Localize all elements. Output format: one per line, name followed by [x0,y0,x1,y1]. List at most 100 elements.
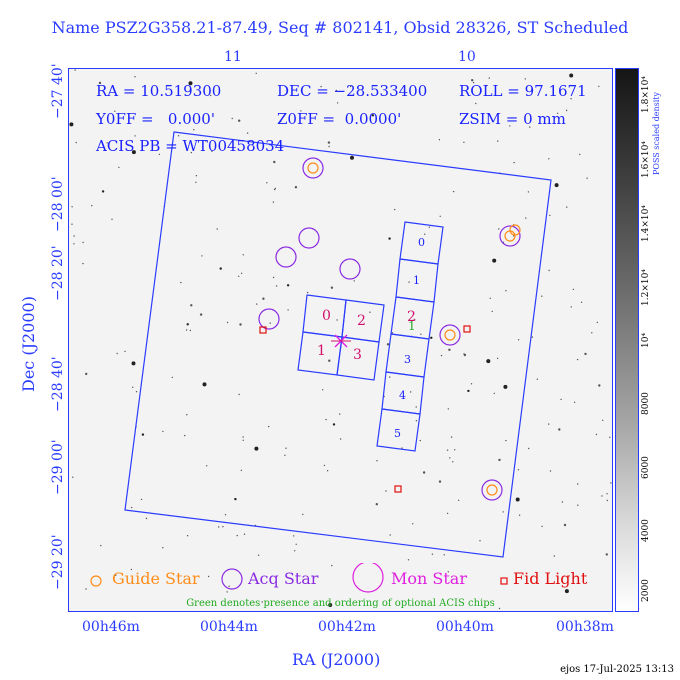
background-star [130,568,133,571]
background-star [554,183,559,188]
background-star [486,359,491,364]
guide-stars [307,162,521,496]
background-star [286,284,290,287]
background-star [489,297,491,299]
background-star [238,119,241,122]
background-star [517,469,520,471]
background-star [243,533,246,535]
chip-label: 2 [357,313,366,329]
background-star [505,439,507,442]
background-star [601,495,603,497]
background-star [570,98,572,100]
background-star [231,117,233,120]
guide-star-legend-icon [90,575,102,587]
chip-label: 5 [394,427,401,440]
background-star [335,89,337,92]
background-star [531,336,534,338]
background-star [186,323,189,326]
background-star [447,408,449,410]
background-star [202,382,207,387]
chip-label: 1 [317,343,326,359]
background-star [273,160,276,164]
background-star [171,376,173,379]
background-star [131,361,136,366]
background-star [563,523,567,527]
background-star [162,430,164,433]
background-star [190,151,193,154]
background-star [443,554,445,556]
background-star [272,276,275,279]
background-star [285,447,287,449]
background-star [548,158,550,160]
chip-label: 2 [407,309,416,325]
background-star [407,559,410,561]
background-star [536,378,538,380]
chip-label: 3 [353,347,362,363]
background-star [579,153,581,156]
background-star [517,339,520,341]
background-star [158,153,161,156]
guide-star [307,162,319,174]
background-star [420,333,422,335]
background-star [491,310,493,313]
background-star [493,392,495,395]
background-star [293,535,295,537]
background-star [479,540,481,542]
background-star [331,564,333,567]
roll-readout: ROLL = 97.1671 [459,82,587,100]
background-star [496,357,499,360]
background-star [325,418,327,421]
background-star [184,434,186,437]
background-star [497,140,499,142]
background-star [564,589,569,594]
background-star [610,482,612,484]
background-star [239,323,242,326]
background-star [472,81,475,84]
background-star [389,376,391,378]
background-star [401,447,403,449]
background-star [438,480,442,483]
background-star [71,206,73,208]
background-star [140,498,143,501]
background-star [116,352,118,355]
background-star [69,122,74,127]
background-star [287,309,289,311]
background-star [134,135,136,137]
colorbar-tick: 1.4×10⁴ [641,205,651,242]
background-star [82,241,84,244]
background-star [598,85,600,88]
dec-readout: DEC = −28.533400 [277,82,428,100]
background-star [502,511,504,513]
background-star [388,118,390,120]
background-star [320,85,322,88]
background-star [428,226,431,228]
background-star [591,332,593,334]
optional-chips-note: Green denotes presence and ordering of o… [186,598,495,609]
colorbar-tick: 10⁴ [641,332,651,348]
footer-timestamp: ejos 17-Jul-2025 13:13 [560,664,674,675]
yoff-readout: Y0FF = 0.000' [96,110,215,128]
background-star [595,433,598,436]
background-star [219,267,222,270]
background-star [234,497,237,501]
background-star [162,547,164,549]
background-star [295,543,297,545]
background-star [336,102,339,104]
background-star [111,218,113,220]
background-star [529,126,531,128]
acis-s-chip-5 [376,408,421,452]
background-star [273,188,276,191]
chip-label: 4 [399,389,406,402]
background-star [448,348,451,351]
background-star [189,329,192,332]
zsim-readout: ZSIM = 0 mm [459,110,566,128]
background-star [415,420,418,422]
background-star [228,585,230,587]
background-star [72,476,74,478]
background-star [446,449,449,451]
background-star [513,161,515,164]
background-star [195,181,197,183]
background-star [124,350,126,353]
colorbar-tick: 2000 [641,579,651,602]
x-tick-label: 00h44m [200,619,258,635]
